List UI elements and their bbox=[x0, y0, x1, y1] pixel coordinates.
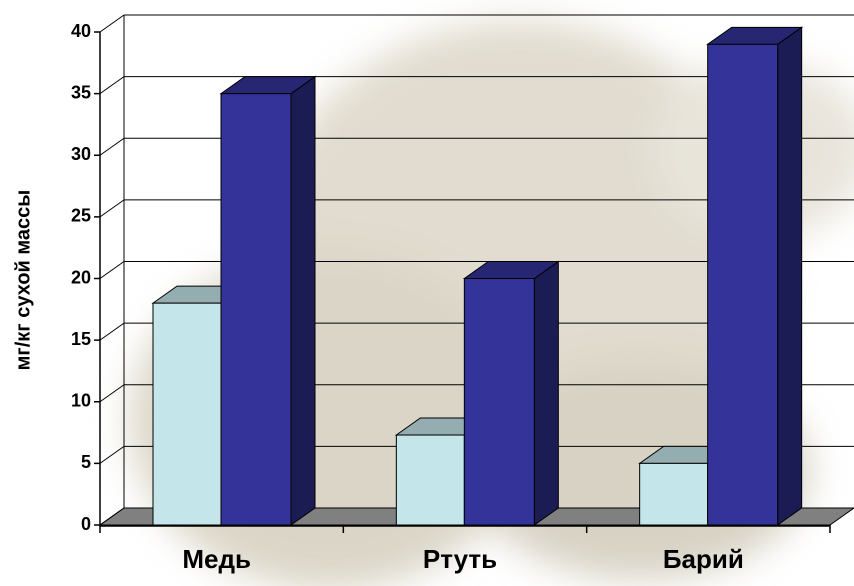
grid-line-side bbox=[100, 77, 124, 94]
bar bbox=[221, 94, 291, 525]
grid-line-side bbox=[100, 446, 124, 463]
bar bbox=[640, 463, 708, 525]
y-tick-label: 40 bbox=[71, 21, 91, 41]
y-tick-label: 20 bbox=[71, 267, 91, 287]
grid-line-side bbox=[100, 262, 124, 279]
grid-line-side bbox=[100, 15, 124, 32]
bar-side bbox=[534, 262, 558, 526]
y-tick-label: 5 bbox=[81, 452, 91, 472]
bar bbox=[464, 279, 534, 526]
bar bbox=[153, 303, 221, 525]
bar-side bbox=[778, 27, 802, 525]
bar bbox=[708, 44, 778, 525]
grid-line-side bbox=[100, 138, 124, 155]
grid-line-side bbox=[100, 323, 124, 340]
x-tick-label: Медь bbox=[182, 544, 251, 574]
grid-line-side bbox=[100, 200, 124, 217]
y-tick-label: 10 bbox=[71, 391, 91, 411]
y-tick-label: 0 bbox=[81, 514, 91, 534]
chart: мг/кг сухой массы 0 5 10 15 20 25 30 35 40 Медь Рт… bbox=[0, 0, 854, 586]
y-tick-label: 25 bbox=[71, 206, 91, 226]
y-tick-label: 15 bbox=[71, 329, 91, 349]
y-tick-label: 30 bbox=[71, 144, 91, 164]
y-tick-label: 35 bbox=[71, 82, 91, 102]
x-tick-label: Ртуть bbox=[423, 544, 497, 574]
y-axis-title: мг/кг сухой массы bbox=[12, 190, 34, 371]
bar-side bbox=[291, 77, 315, 525]
grid-line-side bbox=[100, 385, 124, 402]
bar bbox=[396, 435, 464, 525]
x-tick-label: Барий bbox=[663, 544, 744, 574]
